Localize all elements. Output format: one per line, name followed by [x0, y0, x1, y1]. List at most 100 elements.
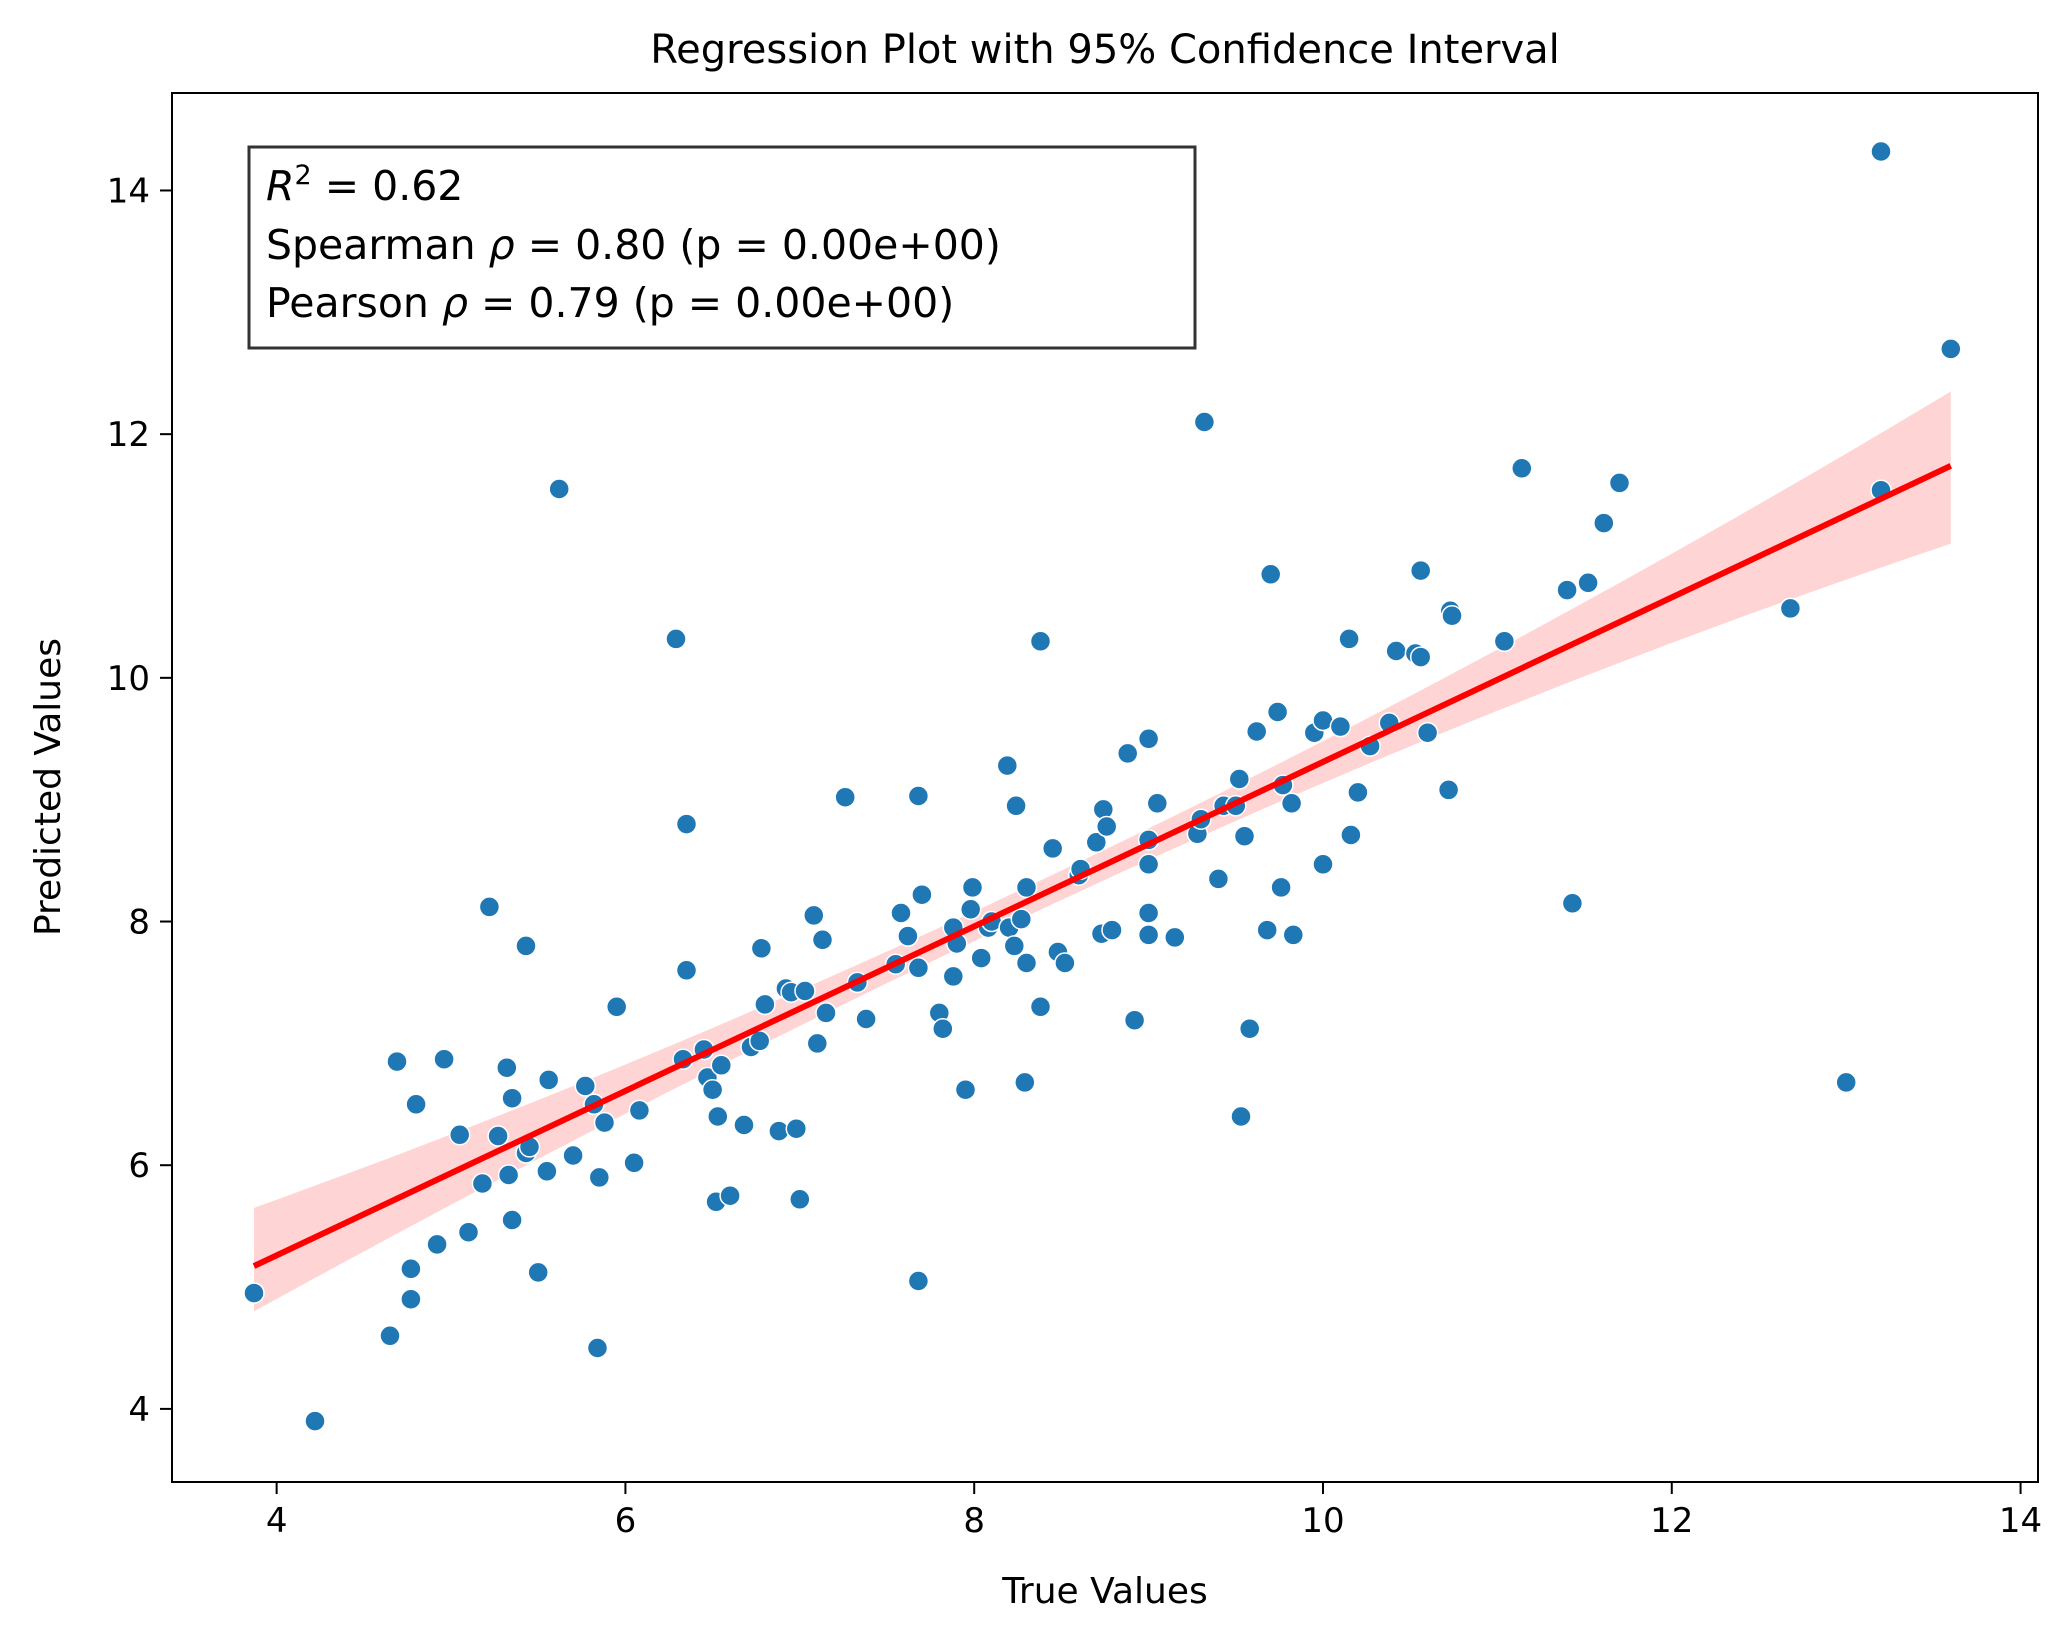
data-point: [1511, 457, 1533, 480]
data-point: [1095, 815, 1118, 838]
data-point: [1266, 701, 1289, 723]
data-point: [1137, 902, 1160, 924]
x-tick-label: 8: [963, 1501, 985, 1541]
y-tick-label: 6: [128, 1146, 150, 1186]
x-tick-label: 4: [266, 1501, 288, 1541]
x-axis-label: True Values: [1001, 1571, 1208, 1612]
chart-title: Regression Plot with 95% Confidence Inte…: [650, 27, 1560, 73]
y-tick-label: 10: [107, 659, 150, 699]
data-point: [515, 935, 537, 957]
data-point: [1015, 952, 1038, 974]
data-point: [628, 1099, 651, 1122]
data-point: [789, 1188, 811, 1211]
data-point: [1137, 924, 1160, 946]
data-point: [605, 996, 628, 1018]
data-point: [932, 1017, 954, 1040]
y-axis-label: Predicted Values: [28, 638, 69, 936]
data-point: [942, 965, 965, 988]
data-point: [501, 1087, 523, 1109]
data-point: [1493, 630, 1516, 653]
data-point: [707, 1105, 729, 1128]
data-point: [562, 1144, 584, 1167]
data-point: [1835, 1071, 1857, 1094]
axes-frame: [171, 92, 2039, 1483]
data-point: [536, 1160, 558, 1183]
data-point: [386, 1050, 408, 1073]
data-point: [1409, 559, 1432, 582]
data-point: [400, 1258, 422, 1280]
data-point: [733, 1114, 755, 1136]
x-tick-label: 12: [1650, 1501, 1693, 1541]
data-point: [304, 1410, 326, 1432]
data-point: [623, 1152, 645, 1174]
data-point: [970, 947, 992, 969]
data-point: [1441, 604, 1463, 627]
data-point: [794, 980, 816, 1002]
y-tick-label: 12: [107, 415, 150, 455]
y-tick-label: 14: [107, 171, 150, 211]
data-point: [1005, 795, 1027, 817]
confidence-band: [254, 391, 1951, 1312]
data-point: [719, 1184, 741, 1207]
data-point: [588, 1166, 611, 1189]
data-point: [803, 904, 825, 927]
data-point: [537, 1069, 560, 1091]
data-point: [1014, 1071, 1036, 1094]
stats-box: R2 = 0.62 Spearman ρ = 0.80 (p = 0.00e+00…: [247, 145, 1197, 350]
stats-line: Pearson ρ = 0.79 (p = 0.00e+00): [266, 279, 954, 327]
data-point: [675, 813, 698, 835]
data-point: [1870, 140, 1892, 163]
data-point: [665, 628, 687, 650]
data-point: [815, 1002, 837, 1024]
data-point: [405, 1093, 427, 1116]
data-point: [701, 1078, 724, 1101]
data-point: [1137, 853, 1160, 876]
data-point: [996, 754, 1019, 777]
data-point: [954, 1078, 977, 1101]
data-point: [785, 1117, 808, 1140]
data-point: [890, 902, 912, 924]
data-point: [907, 1270, 930, 1292]
data-point: [1164, 926, 1186, 949]
x-tick-label: 10: [1301, 1501, 1344, 1541]
data-point: [911, 883, 933, 906]
stats-line: R2 = 0.62: [266, 160, 463, 210]
data-point: [487, 1125, 509, 1147]
data-point: [1312, 853, 1334, 876]
stats-line: Spearman ρ = 0.80 (p = 0.00e+00): [266, 221, 1001, 269]
data-point: [471, 1172, 494, 1195]
data-point: [1123, 1009, 1146, 1031]
plot-layer: [243, 140, 1962, 1432]
data-point: [1029, 630, 1052, 653]
data-point: [527, 1261, 549, 1284]
data-point: [1556, 579, 1578, 601]
data-point: [855, 1008, 877, 1030]
data-point: [1029, 996, 1052, 1018]
data-point: [426, 1233, 448, 1256]
data-point: [710, 1054, 733, 1077]
data-point: [1338, 628, 1360, 650]
data-point: [548, 478, 570, 500]
x-tick-label: 14: [1999, 1501, 2042, 1541]
data-point: [1409, 646, 1432, 668]
data-point: [457, 1221, 480, 1243]
data-point: [1593, 512, 1615, 534]
data-point: [593, 1111, 616, 1134]
regression-line: [252, 463, 1953, 1269]
data-point: [1779, 597, 1802, 620]
data-point: [1577, 572, 1599, 594]
data-point: [907, 957, 930, 979]
data-point: [496, 1056, 518, 1079]
data-point: [1137, 728, 1160, 750]
data-point: [1193, 411, 1216, 433]
data-point: [586, 1337, 609, 1359]
data-point: [834, 786, 856, 808]
data-point: [675, 959, 698, 982]
data-point: [1101, 919, 1123, 941]
data-point: [1085, 831, 1108, 854]
data-point: [1054, 952, 1076, 974]
data-point: [806, 1032, 829, 1055]
data-point: [811, 929, 834, 951]
